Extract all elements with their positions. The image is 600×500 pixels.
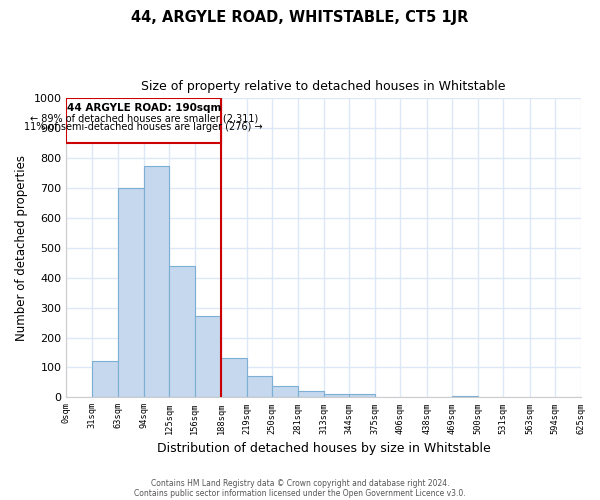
- Text: 44 ARGYLE ROAD: 190sqm: 44 ARGYLE ROAD: 190sqm: [67, 103, 221, 113]
- Text: Contains public sector information licensed under the Open Government Licence v3: Contains public sector information licen…: [134, 488, 466, 498]
- Bar: [272, 386, 298, 398]
- Bar: [195, 316, 221, 398]
- Text: Contains HM Land Registry data © Crown copyright and database right 2024.: Contains HM Land Registry data © Crown c…: [151, 478, 449, 488]
- Text: ← 89% of detached houses are smaller (2,311): ← 89% of detached houses are smaller (2,…: [29, 114, 258, 124]
- Bar: [221, 358, 247, 398]
- Bar: [118, 188, 144, 398]
- Bar: [452, 396, 478, 398]
- Bar: [324, 394, 349, 398]
- Bar: [169, 266, 195, 398]
- Bar: [298, 392, 324, 398]
- Bar: [144, 166, 169, 398]
- Title: Size of property relative to detached houses in Whitstable: Size of property relative to detached ho…: [141, 80, 506, 93]
- Text: 44, ARGYLE ROAD, WHITSTABLE, CT5 1JR: 44, ARGYLE ROAD, WHITSTABLE, CT5 1JR: [131, 10, 469, 25]
- Y-axis label: Number of detached properties: Number of detached properties: [15, 155, 28, 341]
- Bar: [92, 361, 118, 398]
- Bar: [247, 376, 272, 398]
- FancyBboxPatch shape: [67, 98, 221, 143]
- X-axis label: Distribution of detached houses by size in Whitstable: Distribution of detached houses by size …: [157, 442, 490, 455]
- Text: 11% of semi-detached houses are larger (276) →: 11% of semi-detached houses are larger (…: [25, 122, 263, 132]
- Bar: [349, 394, 375, 398]
